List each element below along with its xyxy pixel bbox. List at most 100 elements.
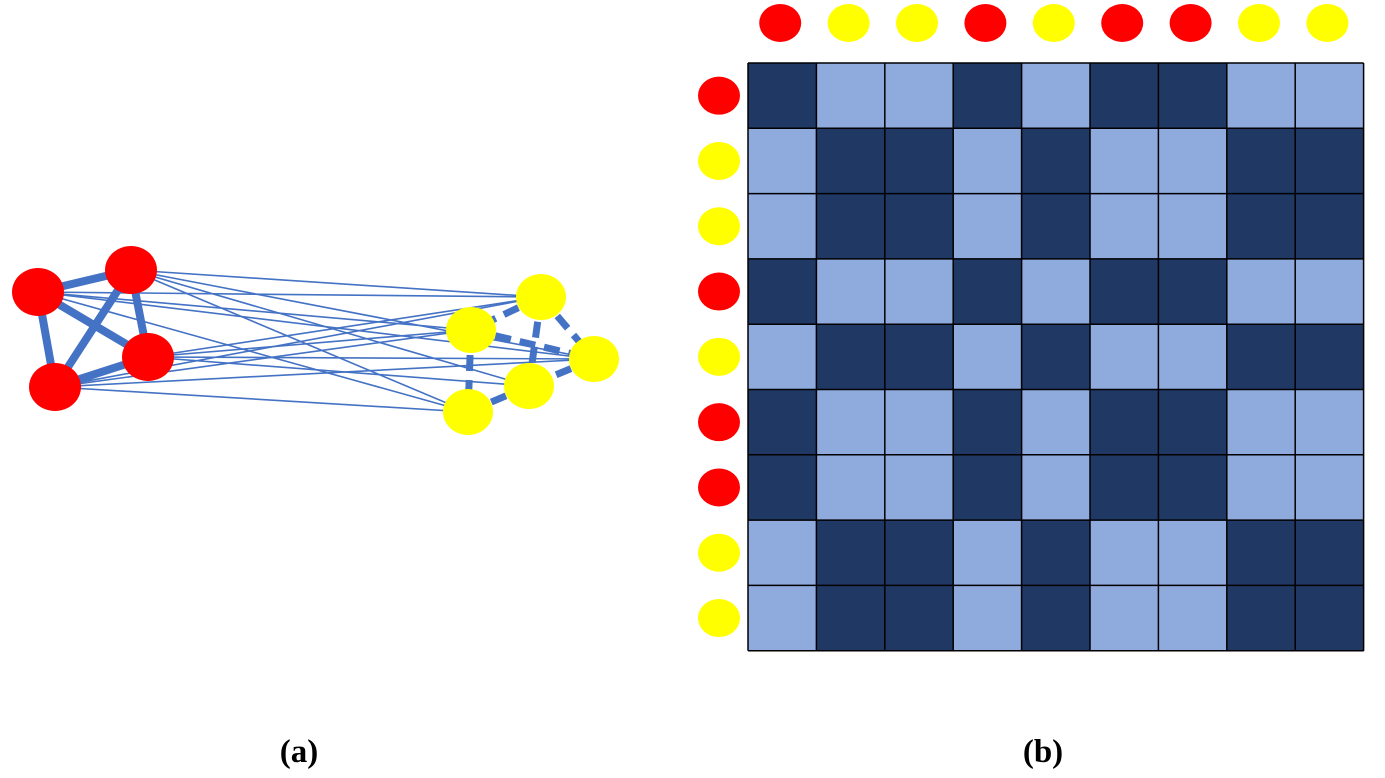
matrix-cell-same-community [816,520,886,586]
matrix-cell-cross-community [953,520,1023,586]
matrix-cell-cross-community [1295,389,1365,456]
weak-edge [37,291,469,413]
red-column-marker [1101,4,1144,42]
red-row-marker [698,468,740,507]
matrix-cell-same-community [1021,324,1091,390]
weak-edge [54,386,469,413]
matrix-cells [748,63,1365,652]
weak-edge [147,296,542,358]
matrix-cell-same-community [816,193,886,260]
matrix-cell-cross-community [1021,258,1091,325]
red-row-marker [698,403,740,442]
weak-edge [54,329,472,388]
matrix-cell-same-community [953,389,1023,456]
yellow-row-marker [698,141,740,180]
yellow-node [446,307,496,353]
matrix-cell-same-community [1158,454,1228,521]
matrix-cell-same-community [748,63,817,129]
matrix-cell-same-community [1090,63,1159,129]
matrix-cell-cross-community [953,193,1023,260]
yellow-column-marker [827,4,870,42]
red-column-marker [964,4,1007,42]
matrix-cell-cross-community [884,258,954,325]
weak-edge [147,329,472,358]
matrix-cell-same-community [816,324,886,390]
caption-a: (a) [280,734,318,770]
matrix-cell-cross-community [1295,63,1365,129]
matrix-cell-cross-community [816,389,886,456]
matrix-cell-same-community [1021,128,1091,195]
matrix-cell-cross-community [953,128,1023,195]
matrix-cell-cross-community [816,258,886,325]
matrix-cell-cross-community [1226,258,1296,325]
yellow-node [504,363,554,409]
matrix-cell-cross-community [884,454,954,521]
matrix-cell-same-community [1021,193,1091,260]
matrix-cell-cross-community [1021,454,1091,521]
matrix-cell-same-community [1158,258,1228,325]
column-marker-row [759,4,1349,42]
yellow-column-marker [1032,4,1075,42]
matrix-cell-cross-community [1158,520,1228,586]
matrix-cell-cross-community [1021,389,1091,456]
matrix-cell-cross-community [953,585,1023,652]
matrix-cell-same-community [1295,585,1365,652]
matrix-cell-cross-community [953,324,1023,390]
matrix-cell-same-community [1226,324,1296,390]
matrix-cell-same-community [816,585,886,652]
matrix-cell-same-community [748,389,817,456]
matrix-cell-same-community [748,454,817,521]
matrix-cell-same-community [1021,520,1091,586]
matrix-cell-cross-community [1226,389,1296,456]
yellow-row-marker [698,533,740,572]
row-marker-column [698,76,740,638]
matrix-cell-cross-community [748,324,817,390]
red-row-marker [698,76,740,115]
matrix-cell-same-community [1090,258,1159,325]
matrix-cell-same-community [1226,520,1296,586]
matrix-cell-cross-community [816,454,886,521]
matrix-cell-cross-community [1090,520,1159,586]
weak-edge [130,269,595,360]
node-layer [12,246,619,435]
yellow-column-marker [896,4,938,42]
matrix-cell-same-community [1295,324,1365,390]
weak-edge [37,291,595,360]
matrix-cell-same-community [884,520,954,586]
matrix-cell-same-community [1090,454,1159,521]
matrix-cell-cross-community [1090,585,1159,652]
matrix-cell-cross-community [748,585,817,652]
matrix-cell-same-community [1226,193,1296,260]
matrix-cell-same-community [1158,389,1228,456]
matrix-cell-cross-community [1226,63,1296,129]
caption-b: (b) [1023,734,1063,770]
red-column-marker [759,4,802,42]
matrix-cell-same-community [884,324,954,390]
matrix-cell-cross-community [1226,454,1296,521]
matrix-cell-same-community [816,128,886,195]
matrix-cell-same-community [748,258,817,325]
matrix-cell-same-community [1226,585,1296,652]
matrix-cell-same-community [953,258,1023,325]
matrix-cell-same-community [884,128,954,195]
weak-edge [147,356,595,360]
matrix-cell-cross-community [748,520,817,586]
matrix-cell-cross-community [1090,324,1159,390]
yellow-row-marker [698,207,740,246]
matrix-cell-same-community [1021,585,1091,652]
red-row-marker [698,272,740,311]
panel-b-matrix [698,4,1365,652]
matrix-grid-lines [747,62,1365,652]
weak-edge [54,358,595,388]
yellow-row-marker [698,337,740,376]
matrix-cell-cross-community [1158,585,1228,652]
red-node [12,268,64,316]
matrix-cell-cross-community [748,128,817,195]
matrix-cell-same-community [884,585,954,652]
matrix-cell-same-community [884,193,954,260]
yellow-column-marker [1306,4,1349,42]
yellow-node [443,389,493,435]
matrix-cell-same-community [1226,128,1296,195]
yellow-node [569,336,619,382]
